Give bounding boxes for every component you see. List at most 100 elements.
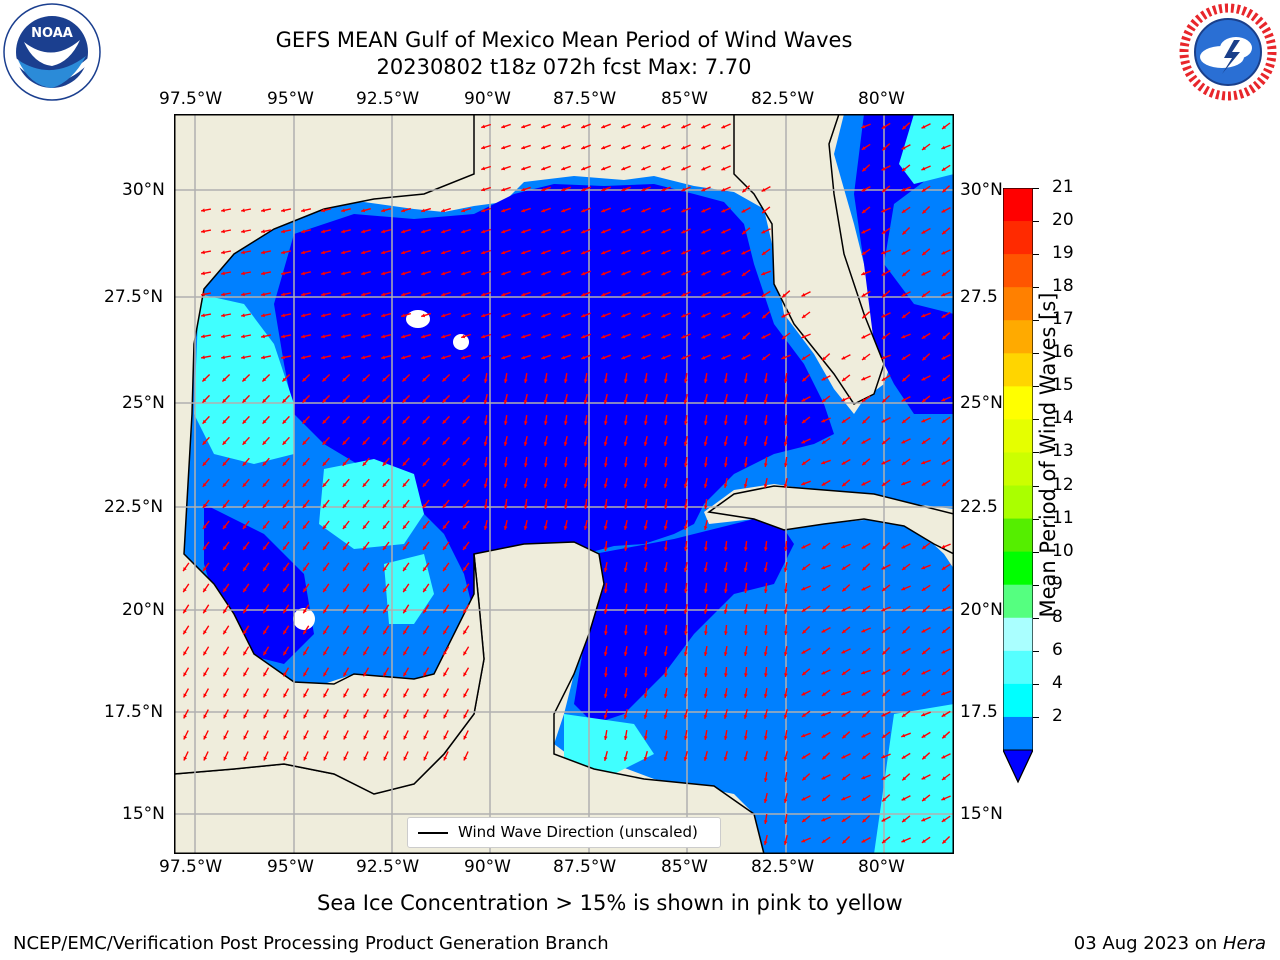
wave-arrow-head — [623, 736, 628, 740]
wave-arrow-head — [723, 400, 728, 404]
lon-tick-label: 87.5°W — [553, 857, 617, 877]
wave-arrow-head — [901, 356, 906, 360]
wave-arrow-head — [561, 292, 566, 297]
wave-arrow-head — [382, 504, 387, 508]
wave-arrow-head — [202, 525, 207, 529]
wave-arrow-head — [263, 756, 268, 761]
wave-arrow-head — [942, 335, 947, 340]
wave-arrow-head — [223, 714, 227, 719]
wave-arrow-head — [603, 736, 608, 740]
wave-arrow-head — [881, 208, 886, 213]
wave-arrow-head — [443, 588, 447, 593]
wave-arrow-head — [523, 463, 528, 467]
wave-arrow-head — [601, 334, 606, 339]
wave-arrow-head — [563, 484, 568, 488]
wave-arrow-head — [663, 526, 668, 530]
wave-arrow-head — [882, 797, 887, 802]
wave-arrow-head — [303, 630, 307, 635]
wave-arrow-head — [283, 567, 287, 572]
wave-arrow-head — [601, 292, 606, 297]
wave-arrow-head — [661, 145, 666, 150]
wave-arrow-head — [402, 461, 407, 466]
wave-arrow-head — [203, 546, 207, 550]
wave-arrow-head — [623, 631, 628, 635]
wave-arrow-head — [521, 166, 526, 171]
wave-arrow-head — [723, 757, 728, 761]
wave-arrow-head — [643, 526, 648, 530]
wave-arrow-head — [861, 146, 866, 150]
lat-tick-label: 22.5°N — [104, 497, 164, 517]
wave-arrow-head — [341, 229, 345, 234]
wave-arrow-head — [742, 188, 747, 193]
wave-arrow-head — [462, 440, 467, 445]
wave-arrow-head — [441, 250, 446, 255]
wave-arrow-head — [603, 631, 608, 635]
wave-arrow-head — [901, 334, 906, 339]
wave-arrow-head — [243, 756, 248, 761]
wave-arrow-head — [183, 588, 187, 593]
wave-arrow-head — [383, 609, 387, 614]
wave-arrow-head — [323, 672, 327, 677]
wave-arrow-head — [623, 610, 628, 614]
wave-arrow-head — [462, 482, 467, 487]
wave-arrow-head — [442, 398, 447, 403]
wave-arrow-head — [663, 505, 668, 509]
wave-arrow-head — [841, 755, 846, 759]
wave-arrow-head — [861, 670, 866, 675]
wave-arrow-head — [463, 546, 467, 550]
wave-arrow-head — [661, 292, 666, 297]
wave-arrow-head — [801, 733, 806, 738]
wave-arrow-head — [941, 209, 946, 213]
wave-arrow-head — [563, 421, 568, 425]
colorbar-tick-mark — [1033, 485, 1039, 487]
wave-arrow-head — [183, 609, 187, 614]
wave-arrow-head — [563, 526, 568, 530]
wave-arrow-head — [183, 693, 187, 698]
lon-tick-label: 80°W — [858, 857, 905, 877]
wave-arrow-head — [663, 379, 668, 383]
wave-arrow-head — [643, 736, 648, 740]
wave-arrow-head — [862, 755, 866, 759]
wave-arrow-head — [902, 419, 906, 424]
colorbar-tick-label: 15 — [1052, 375, 1074, 396]
wave-arrow-head — [763, 694, 768, 698]
wave-arrow-head — [802, 818, 806, 823]
wave-arrow-head — [603, 505, 608, 509]
wave-arrow-head — [743, 652, 748, 656]
wave-arrow-head — [282, 461, 287, 466]
wave-arrow-head — [621, 229, 626, 234]
wave-arrow-head — [601, 355, 606, 360]
wave-arrow-head — [902, 167, 906, 172]
wave-arrow-head — [322, 440, 327, 445]
wave-arrow-head — [643, 421, 648, 425]
wave-arrow-head — [743, 694, 748, 698]
wave-arrow-head — [683, 505, 688, 509]
wave-arrow-head — [743, 463, 748, 467]
wave-arrow-head — [263, 693, 267, 698]
wave-arrow-head — [382, 461, 387, 466]
wave-arrow-head — [921, 817, 926, 822]
wave-arrow-head — [643, 568, 648, 572]
wave-arrow-head — [663, 736, 668, 740]
wave-arrow-head — [861, 650, 866, 654]
wave-arrow-head — [603, 400, 608, 404]
wave-arrow-head — [882, 650, 887, 655]
wave-arrow-head — [263, 630, 267, 635]
wave-arrow-head — [541, 313, 546, 318]
wave-arrow-head — [681, 334, 686, 339]
wave-arrow-head — [581, 124, 586, 129]
wave-arrow-head — [861, 335, 866, 339]
wave-arrow-head — [561, 166, 566, 171]
wave-arrow-head — [401, 208, 406, 213]
wave-arrow-head — [481, 229, 486, 234]
wave-arrow-head — [321, 229, 325, 234]
wave-arrow-head — [802, 566, 806, 570]
wave-arrow-head — [781, 313, 786, 318]
wave-arrow-head — [223, 735, 228, 740]
wave-arrow-head — [383, 630, 387, 635]
wave-arrow-head — [443, 735, 448, 740]
wave-arrow-head — [201, 229, 205, 234]
colorbar-band — [1003, 452, 1033, 487]
wave-arrow-head — [881, 167, 886, 171]
map-panel: Wind Wave Direction (unscaled) — [174, 114, 954, 854]
